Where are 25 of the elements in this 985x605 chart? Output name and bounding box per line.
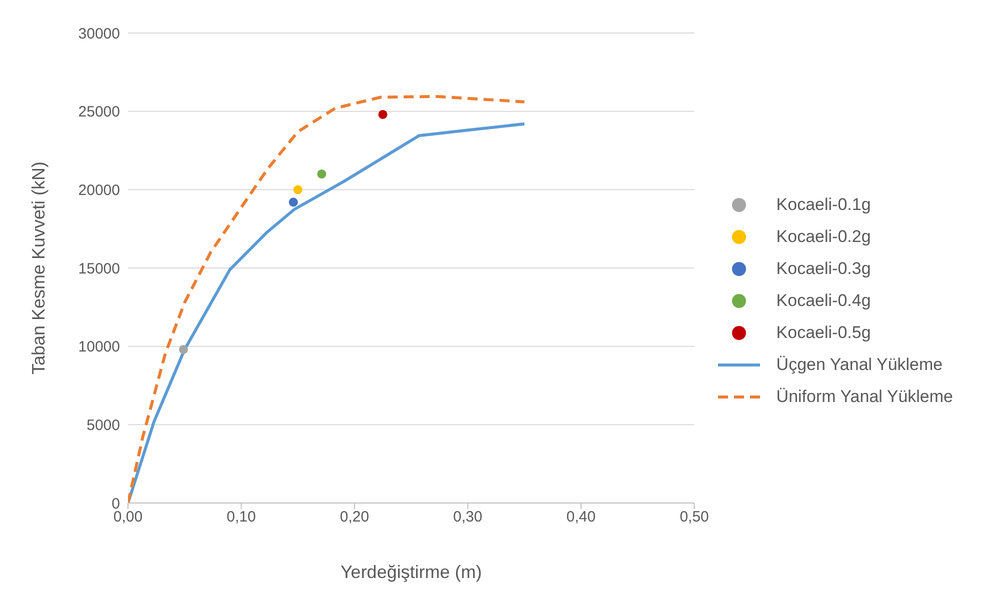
legend-label: Üçgen Yanal Yükleme bbox=[776, 354, 943, 374]
point bbox=[378, 110, 388, 119]
y-tick-label: 30000 bbox=[78, 25, 120, 42]
legend-label: Üniform Yanal Yükleme bbox=[776, 386, 953, 406]
x-tick-label: 0,10 bbox=[226, 508, 256, 526]
x-tick-label: 0,30 bbox=[453, 508, 482, 526]
x-tick-label: 0,40 bbox=[566, 508, 596, 526]
y-tick-label: 5000 bbox=[86, 416, 120, 434]
point bbox=[317, 169, 326, 179]
y-axis-title: Taban Kesme Kuvveti (kN) bbox=[28, 161, 48, 375]
y-tick-label: 20000 bbox=[78, 182, 120, 199]
x-axis-title: Yerdeğiştirme (m) bbox=[340, 562, 482, 582]
y-tick-label: 10000 bbox=[78, 338, 120, 356]
legend-label: Kocaeli-0.2g bbox=[776, 226, 871, 246]
point bbox=[178, 344, 188, 354]
legend-label: Kocaeli-0.4g bbox=[776, 290, 871, 310]
legend-label: Kocaeli-0.5g bbox=[776, 322, 871, 342]
legend-label: Kocaeli-0.3g bbox=[776, 258, 871, 278]
x-tick-label: 0,50 bbox=[680, 508, 709, 526]
x-tick-label: 0,20 bbox=[340, 508, 370, 526]
legend-label: Kocaeli-0.1g bbox=[776, 194, 871, 214]
y-tick-label: 15000 bbox=[78, 260, 120, 278]
y-tick-label: 25000 bbox=[78, 104, 120, 121]
point bbox=[293, 185, 302, 194]
point bbox=[288, 198, 298, 207]
